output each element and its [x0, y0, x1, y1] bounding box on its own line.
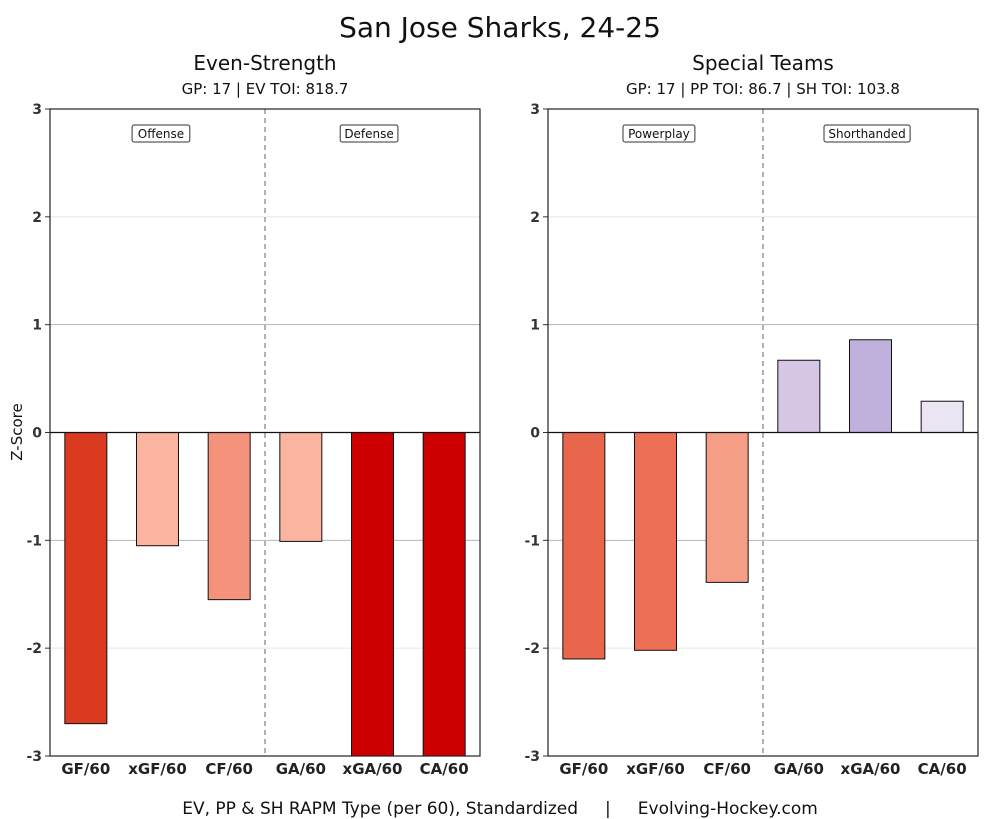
bar-xga-per-60 [351, 432, 394, 757]
y-tick-label: -2 [524, 641, 540, 657]
y-axis-label: Z-Score [8, 403, 26, 460]
y-tick-label: 1 [32, 318, 42, 334]
panel-subtitle: GP: 17 | EV TOI: 818.7 [182, 80, 349, 98]
bar-gf-per-60 [64, 432, 108, 725]
panel-even-strength: Even-Strength GP: 17 | EV TOI: 818.7 Offen… [26, 51, 481, 778]
bar-ga-per-60 [279, 432, 323, 542]
section-label-box [622, 124, 696, 143]
y-tick-label: -1 [524, 533, 540, 549]
y-tick-label: 2 [32, 210, 42, 226]
y-tick-label: 0 [530, 426, 540, 442]
x-tick-label: CF/60 [703, 760, 751, 778]
x-tick-label: CF/60 [205, 760, 253, 778]
panel-subtitle: GP: 17 | PP TOI: 86.7 | SH TOI: 103.8 [626, 80, 900, 98]
y-tick-label: 2 [530, 210, 540, 226]
x-tick-label: xGF/60 [626, 760, 685, 778]
bar-ga-per-60 [777, 359, 821, 434]
x-tick-label: xGF/60 [128, 760, 187, 778]
x-tick-label: CA/60 [918, 760, 967, 778]
chart-title: San Jose Sharks, 24-25 [339, 11, 661, 44]
section-label: Shorthanded [828, 127, 905, 141]
bar-xgf-per-60 [136, 432, 179, 547]
section-label: Offense [138, 127, 184, 141]
bar-ca-per-60 [920, 400, 964, 433]
y-tick-label: -1 [26, 533, 42, 549]
bar-ca-per-60 [422, 432, 466, 757]
x-tick-label: GA/60 [774, 760, 824, 778]
x-tick-label: xGA/60 [343, 760, 403, 778]
y-tick-label: -3 [26, 749, 42, 765]
x-tick-label: xGA/60 [841, 760, 901, 778]
section-label: Powerplay [628, 127, 690, 141]
plot-frame [547, 108, 979, 757]
panel-title: Special Teams [692, 51, 834, 75]
panel-title: Even-Strength [193, 51, 336, 75]
x-tick-label: GF/60 [61, 760, 110, 778]
y-tick-label: 3 [530, 102, 540, 118]
bar-xgf-per-60 [634, 432, 677, 651]
bar-gf-per-60 [562, 432, 606, 660]
bar-cf-per-60 [207, 432, 251, 601]
y-tick-label: 1 [530, 318, 540, 334]
x-tick-label: GF/60 [559, 760, 608, 778]
y-tick-label: 3 [32, 102, 42, 118]
plot-frame [49, 108, 481, 757]
bar-cf-per-60 [705, 432, 749, 583]
section-label-box [131, 124, 191, 143]
section-label-box [823, 124, 911, 143]
section-label: Defense [344, 127, 393, 141]
y-tick-label: -3 [524, 749, 540, 765]
x-tick-label: CA/60 [420, 760, 469, 778]
y-tick-label: 0 [32, 426, 42, 442]
bar-xga-per-60 [849, 339, 892, 433]
panel-special-teams: Special Teams GP: 17 | PP TOI: 86.7 | SH … [524, 51, 979, 778]
footer-caption: EV, PP & SH RAPM Type (per 60), Standard… [182, 799, 818, 819]
section-label-box [339, 124, 399, 143]
y-tick-label: -2 [26, 641, 42, 657]
x-tick-label: GA/60 [276, 760, 326, 778]
